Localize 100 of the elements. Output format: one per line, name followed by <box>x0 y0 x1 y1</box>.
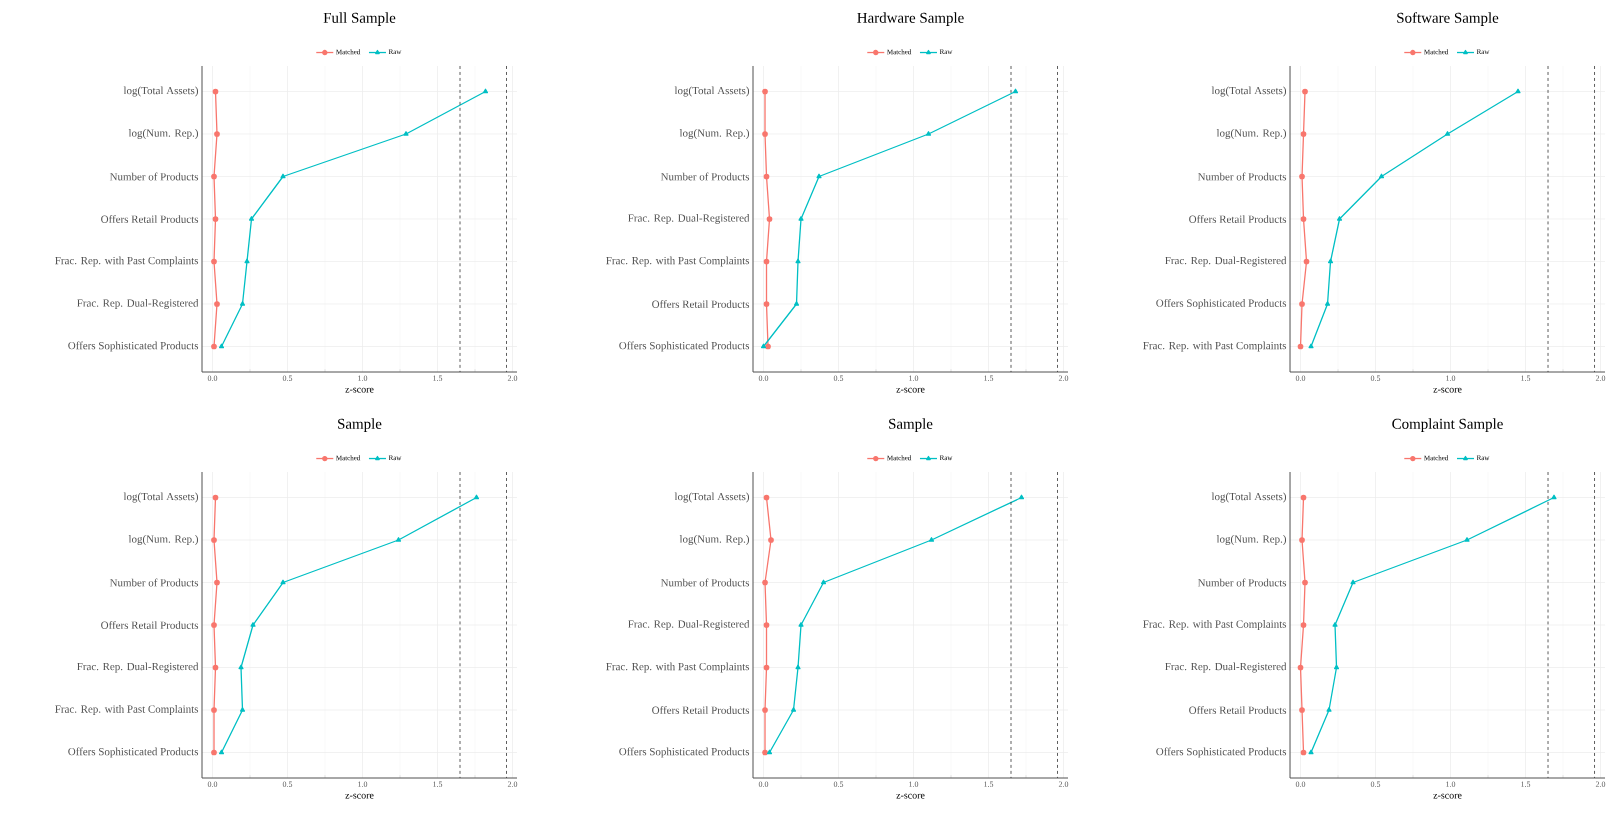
point <box>218 749 225 755</box>
y-tick-label: log(Num. Rep.) <box>128 535 198 545</box>
point <box>1299 301 1305 307</box>
y-tick-label: Frac. Rep. with Past Complaints <box>1143 341 1287 352</box>
point <box>1464 537 1470 542</box>
point <box>762 579 768 586</box>
y-tick-label: Frac. Rep. with Past Complaints <box>1143 620 1287 630</box>
chart-title: Sample <box>889 418 933 432</box>
y-tick-label: Number of Products <box>109 578 199 587</box>
y-tick-label: Offers Retail Products <box>1189 706 1287 714</box>
y-tick-label: Offers Sophisticated Products <box>619 747 750 758</box>
point <box>403 131 409 136</box>
y-tick-label: log(Num. Rep.) <box>128 129 198 139</box>
point <box>211 343 217 350</box>
point <box>1551 494 1557 500</box>
y-tick-label: Frac. Rep. Dual-Registered <box>77 662 199 673</box>
x-axis-title: z-score <box>1433 793 1462 799</box>
point <box>763 664 770 671</box>
chart-title: Sample <box>338 418 382 432</box>
point <box>212 216 219 222</box>
y-tick-label: Offers Retail Products <box>101 215 199 223</box>
point <box>1300 622 1307 628</box>
y-tick-label: Frac. Rep. Dual-Registered <box>1165 662 1287 673</box>
point <box>1297 343 1304 350</box>
point <box>1299 537 1305 543</box>
y-tick-label: Frac. Rep. Dual-Registered <box>628 620 750 630</box>
x-axis-title: z-score <box>1433 387 1462 393</box>
point <box>218 343 225 349</box>
point <box>1326 707 1332 712</box>
point <box>1300 749 1307 756</box>
point <box>250 622 256 627</box>
y-tick-label: Frac. Rep. Dual-Registered <box>1165 256 1287 267</box>
x-axis-title: z-score <box>345 793 374 799</box>
x-axis-title: z-score <box>345 387 374 393</box>
point <box>280 173 286 179</box>
point <box>760 343 767 349</box>
point <box>239 707 246 712</box>
point <box>1299 173 1305 180</box>
point <box>795 258 801 264</box>
x-axis-title: z-score <box>896 387 925 393</box>
point <box>1324 301 1331 306</box>
point <box>211 258 217 265</box>
point <box>790 707 797 712</box>
point <box>211 173 217 180</box>
y-tick-label: Number of Products <box>1197 172 1287 181</box>
y-tick-label: Offers Retail Products <box>101 621 199 629</box>
point <box>1444 131 1451 136</box>
point <box>1299 707 1305 713</box>
point <box>473 494 480 500</box>
point <box>1333 664 1340 670</box>
y-tick-label: Frac. Rep. with Past Complaints <box>55 705 199 715</box>
point <box>214 131 220 137</box>
y-tick-label: Offers Sophisticated Products <box>68 747 199 758</box>
point <box>238 664 244 670</box>
point <box>239 301 246 306</box>
point <box>244 258 250 264</box>
point <box>1302 88 1308 95</box>
point <box>763 258 770 265</box>
point <box>798 622 804 627</box>
y-tick-label: Frac. Rep. with Past Complaints <box>606 662 750 673</box>
chart-title: Hardware Sample <box>857 12 964 26</box>
point <box>1327 258 1334 264</box>
y-tick-label: log(Num. Rep.) <box>679 129 750 139</box>
point <box>280 579 286 585</box>
y-tick-label: Frac. Rep. Dual-Registered <box>77 299 199 309</box>
point <box>763 622 770 628</box>
point <box>928 537 935 542</box>
y-tick-label: Number of Products <box>1197 578 1287 587</box>
point <box>211 749 217 756</box>
y-tick-label: log(Total Assets) <box>674 492 750 503</box>
point <box>1300 494 1307 501</box>
point <box>1350 579 1356 585</box>
y-tick-label: Frac. Rep. Dual-Registered <box>628 214 750 224</box>
point <box>482 88 489 94</box>
y-tick-label: log(Total Assets) <box>123 86 199 97</box>
point <box>1300 216 1307 222</box>
point <box>212 494 219 501</box>
point <box>820 579 827 585</box>
chart-title: Full Sample <box>323 12 396 26</box>
y-tick-label: log(Total Assets) <box>123 492 199 503</box>
point <box>214 579 220 586</box>
point <box>211 537 217 543</box>
point <box>762 749 768 756</box>
y-tick-label: Frac. Rep. with Past Complaints <box>606 256 750 267</box>
point <box>793 301 800 306</box>
point <box>211 622 217 628</box>
point <box>211 707 217 713</box>
point <box>1018 494 1025 500</box>
y-tick-label: log(Total Assets) <box>1211 86 1287 97</box>
chart-title: Complaint Sample <box>1392 418 1503 432</box>
point <box>1308 749 1314 755</box>
y-tick-label: log(Total Assets) <box>1211 492 1287 503</box>
point <box>214 301 220 307</box>
y-tick-label: Number of Products <box>660 172 750 181</box>
point <box>798 216 804 221</box>
point <box>212 664 219 671</box>
point <box>763 173 770 180</box>
point <box>766 216 773 222</box>
point <box>816 173 822 179</box>
point <box>762 131 768 137</box>
